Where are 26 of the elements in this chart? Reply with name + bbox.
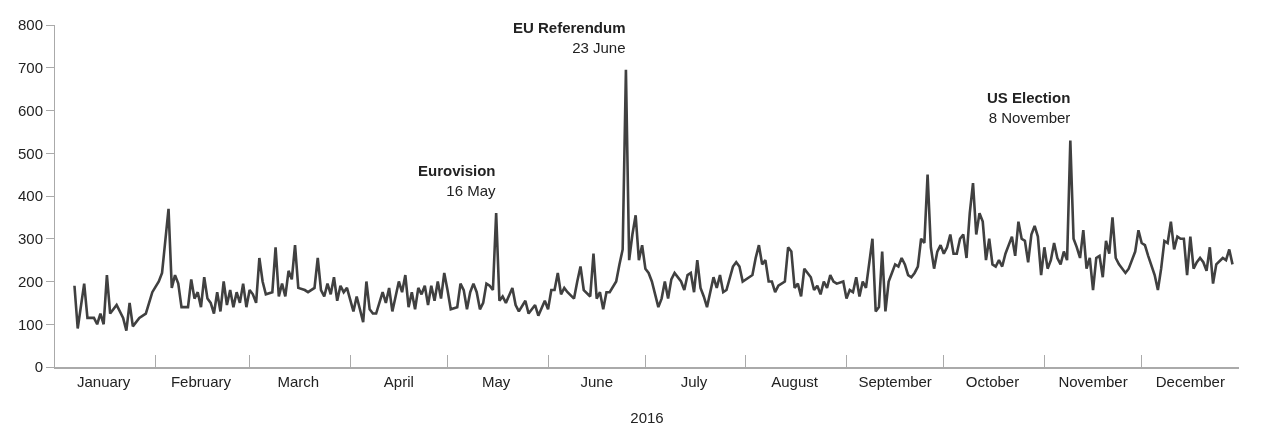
x-tick-label: December	[1155, 372, 1225, 390]
y-tick-label: 300	[17, 230, 43, 247]
x-tick-label: August	[771, 372, 819, 390]
x-tick-label: May	[481, 372, 511, 390]
y-tick-label: 700	[17, 59, 43, 76]
line-series	[73, 68, 1234, 332]
x-tick-label: July	[680, 372, 708, 390]
x-tick-label: March	[277, 372, 320, 390]
y-tick-label: 500	[17, 144, 43, 162]
y-tick-label: 400	[17, 187, 43, 205]
x-tick-label: June	[580, 372, 613, 390]
annotation: EU Referendum 23 June	[513, 19, 626, 56]
y-tick-label: 0	[34, 358, 43, 376]
y-tick-label: 600	[17, 101, 43, 119]
y-tick-label: 200	[17, 272, 43, 290]
x-tick-label: April	[383, 372, 414, 390]
x-tick-label: October	[965, 372, 1020, 390]
x-tick-label: September	[858, 372, 932, 390]
y-tick-label: 100	[17, 315, 43, 333]
annotation: Eurovision 16 May	[418, 162, 496, 199]
x-tick-label: November	[1058, 372, 1128, 390]
x-tick-label: February	[170, 372, 232, 390]
x-axis-title: 2016	[630, 409, 664, 427]
x-tick-label: January	[76, 372, 131, 390]
y-tick-label: 800	[17, 16, 43, 34]
annotation: US Election 8 November	[987, 89, 1071, 126]
